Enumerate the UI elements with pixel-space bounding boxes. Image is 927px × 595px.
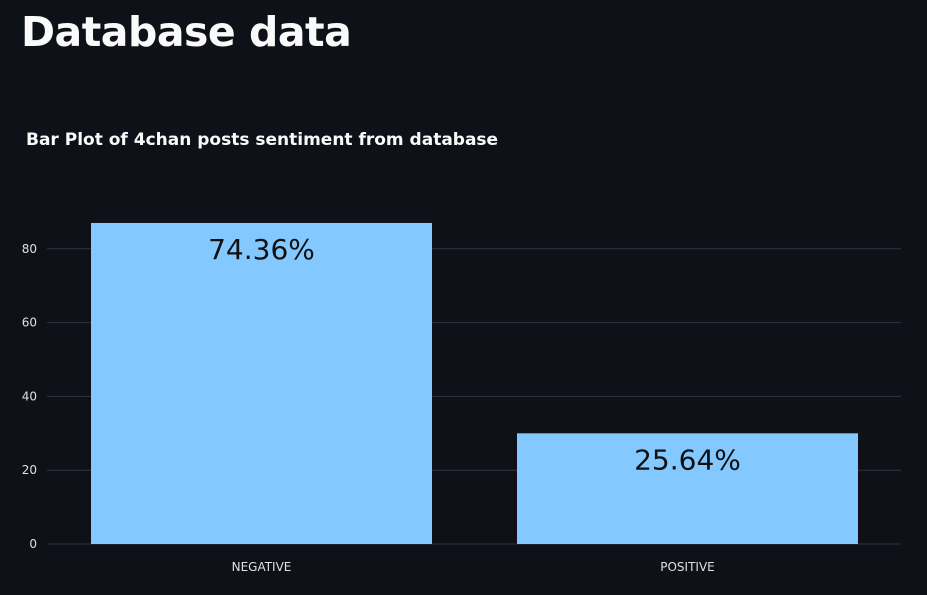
y-tick-label: 20 xyxy=(22,463,37,477)
bar-data-labels: 74.36% 25.64% xyxy=(208,233,741,476)
y-tick-label: 40 xyxy=(22,389,37,403)
x-axis-ticks: NEGATIVE POSITIVE xyxy=(232,560,715,574)
x-tick-label: NEGATIVE xyxy=(232,560,292,574)
y-tick-label: 80 xyxy=(22,242,37,256)
y-axis-ticks: 0 20 40 60 80 xyxy=(22,242,37,551)
x-tick-label: POSITIVE xyxy=(660,560,715,574)
y-tick-label: 60 xyxy=(22,316,37,330)
bar-negative xyxy=(91,222,432,544)
y-tick-label: 0 xyxy=(29,537,37,551)
chart-bars xyxy=(91,222,858,544)
bar-data-label: 74.36% xyxy=(208,233,315,266)
bar-data-label: 25.64% xyxy=(634,443,741,476)
page-title: Database data xyxy=(21,8,352,56)
bar-positive xyxy=(517,433,858,544)
chart-title: Bar Plot of 4chan posts sentiment from d… xyxy=(26,130,498,150)
